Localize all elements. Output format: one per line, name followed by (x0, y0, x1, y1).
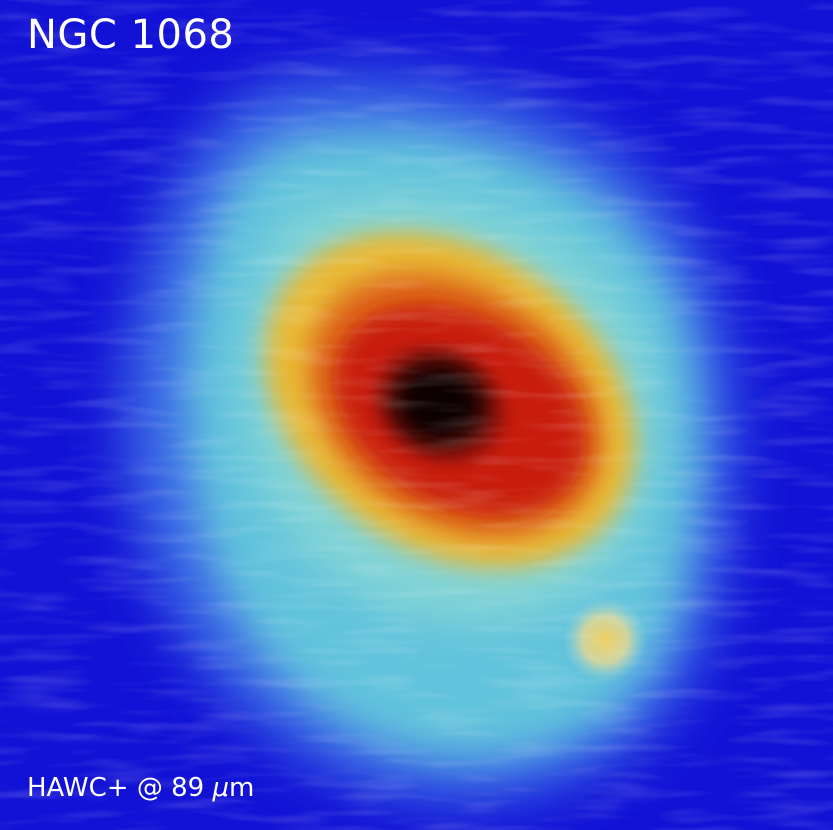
caption-unit-symbol: μ (212, 773, 229, 803)
caption-prefix: HAWC+ @ 89 (27, 773, 213, 803)
object-name-label: NGC 1068 (27, 12, 235, 58)
instrument-wavelength-label: HAWC+ @ 89 μm (27, 773, 254, 803)
caption-unit-suffix: m (229, 773, 255, 803)
